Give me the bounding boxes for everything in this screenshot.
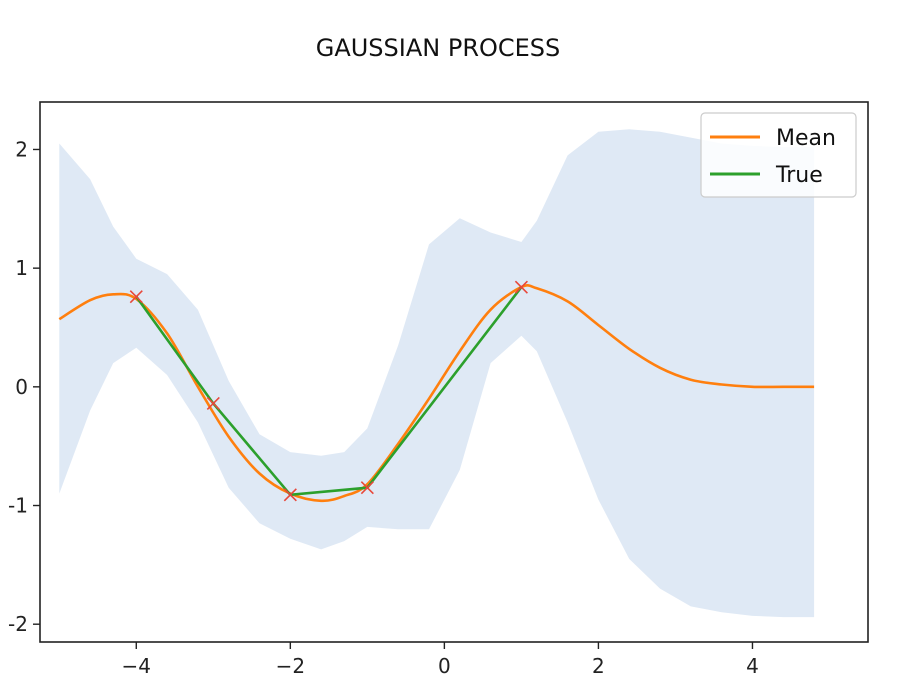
plot-clip-group [58,129,815,618]
y-tick-label: 2 [15,137,28,161]
marker-stroke [283,488,297,502]
y-tick-label: 1 [15,256,28,280]
y-tick-label: -1 [8,494,28,518]
marker-stroke [514,280,528,294]
x-tick-label: −2 [276,654,305,678]
marker-stroke [206,396,220,411]
legend-box [700,112,857,198]
axes-frame [39,101,869,643]
chart-title: GAUSSIAN PROCESS [316,34,561,62]
observation-marker [283,488,297,502]
x-tick-label: 2 [592,654,605,678]
legend: Mean True [700,112,857,198]
axis-ticks: −4 −2 0 2 4 2 1 0 -1 -2 [8,137,759,678]
x-tick-label: −4 [122,654,151,678]
x-tick-label: 0 [438,654,451,678]
observation-marker [514,280,528,294]
y-tick-label: 0 [15,375,28,399]
legend-mean-label: Mean [776,126,836,151]
marker-stroke [360,481,374,495]
observation-marker [206,396,220,411]
marker-stroke [129,290,143,304]
observation-marker [360,481,374,495]
x-tick-label: 4 [746,654,759,678]
series-mean-line [58,284,815,503]
plot-area [58,129,815,618]
observation-marker [129,290,143,304]
y-tick-label: -2 [8,612,28,636]
confidence-band [59,129,815,618]
legend-true-label: True [775,163,823,188]
